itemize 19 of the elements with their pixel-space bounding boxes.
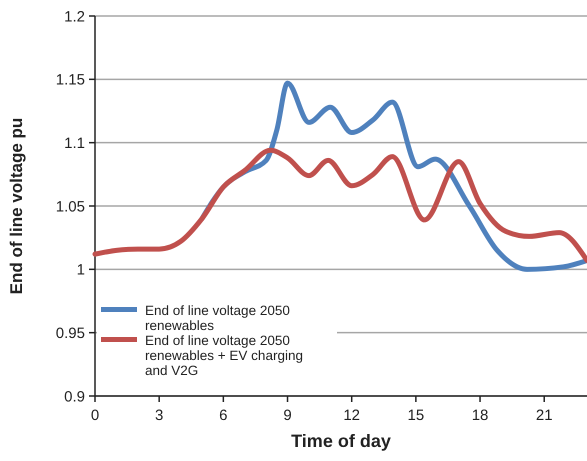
x-tick-label: 9 [283,407,292,424]
x-tick-label: 18 [472,407,488,424]
x-tick-label: 12 [343,407,360,424]
x-tick-label: 0 [90,407,100,424]
x-tick-label: 15 [408,407,424,424]
x-tick-label: 3 [155,407,164,424]
y-tick-label: 1 [76,262,85,279]
legend-label: End of line voltage 2050 renewables + EV charging and V2G [145,332,303,378]
y-tick-label: 1.15 [56,72,85,89]
y-tick-label: 0.9 [64,388,85,406]
legend-label: End of line voltage 2050 renewables [145,302,290,333]
x-axis-title: Time of day [291,431,391,451]
y-tick-label: 1.1 [64,134,85,152]
y-axis-title: End of line voltage pu [7,118,26,294]
y-tick-label: 1.05 [56,198,85,216]
y-tick-label: 0.95 [56,324,85,342]
y-tick-label: 1.2 [64,8,85,26]
x-tick-label: 6 [219,407,228,424]
x-tick-label: 21 [536,407,553,424]
